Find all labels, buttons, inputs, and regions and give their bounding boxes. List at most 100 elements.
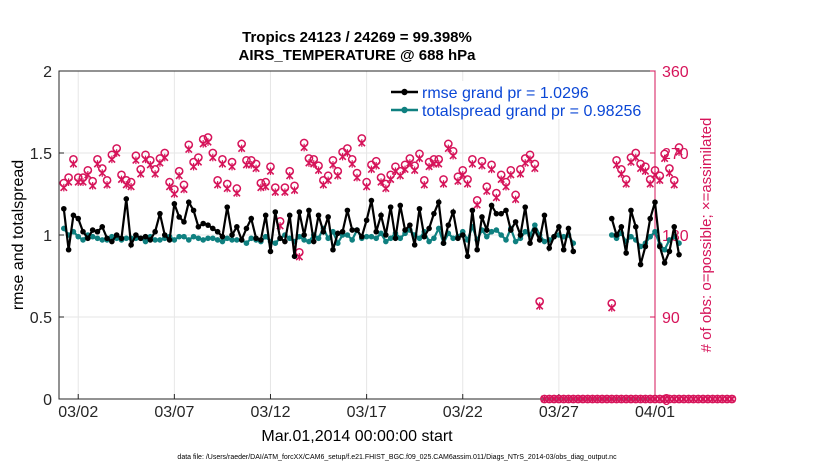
rmse-point	[85, 235, 91, 242]
obs-assimilated-point	[108, 155, 116, 164]
obs-assimilated-point	[266, 167, 275, 176]
rmse-point	[296, 209, 303, 215]
chart-title-line1: Tropics 24123 / 24269 = 99.398%	[242, 29, 472, 46]
rmse-point	[623, 250, 629, 256]
spread-point	[243, 240, 250, 246]
obs-assimilated-point	[103, 181, 111, 189]
rmse-point	[171, 201, 178, 207]
rmse-point	[123, 196, 130, 202]
obs-assimilated-point	[468, 160, 477, 168]
rmse-point	[190, 207, 197, 214]
rmse-point	[99, 224, 106, 230]
obs-assimilated-point	[132, 156, 140, 165]
obs-assimilated-point	[122, 181, 131, 189]
spread-point	[234, 237, 240, 243]
obs-assimilated-point	[151, 170, 159, 178]
spread-point	[325, 235, 331, 242]
spread-point	[315, 235, 322, 242]
obs-assimilated-point	[516, 170, 525, 178]
spread-point	[185, 237, 192, 243]
spread-point	[171, 237, 178, 243]
obs-assimilated-point	[487, 165, 496, 174]
spread-point	[512, 238, 519, 245]
rmse-point	[359, 233, 365, 240]
obs-assimilated-point	[641, 167, 650, 176]
rmse-point	[676, 251, 682, 258]
spread-point	[94, 235, 101, 242]
obs-assimilated-point	[497, 175, 505, 184]
spread-point	[349, 237, 355, 243]
rmse-point	[113, 232, 120, 238]
rmse-point	[147, 237, 154, 243]
spread-point	[416, 235, 423, 242]
rmse-point	[325, 214, 331, 220]
obs-assimilated-point	[632, 153, 640, 162]
rmse-point	[238, 237, 245, 243]
obs-assimilated-point	[290, 186, 299, 195]
x-axis-label: Mar.01,2014 00:00:00 start	[261, 428, 453, 445]
rmse-point	[142, 233, 149, 240]
rmse-point	[671, 224, 678, 230]
rmse-point	[560, 246, 567, 253]
rmse-point	[291, 253, 298, 260]
obs-assimilated-point	[295, 253, 304, 261]
legend-rmse-label: rmse grand pr = 1.0296	[422, 85, 589, 102]
obs-assimilated-point	[612, 161, 621, 169]
obs-assimilated-point	[324, 176, 332, 185]
y-right-tick-label: 360	[662, 64, 689, 81]
rmse-point	[339, 228, 346, 235]
obs-assimilated-point	[199, 140, 207, 148]
chart-title-line2: AIRS_TEMPERATURE @ 688 hPa	[239, 47, 477, 64]
rmse-point	[334, 230, 341, 237]
spread-point	[647, 233, 653, 240]
rmse-point	[493, 210, 500, 217]
obs-assimilated-point	[396, 171, 405, 180]
obs-assimilated-point	[367, 165, 376, 174]
spread-point	[152, 237, 158, 243]
obs-assimilated-point	[670, 181, 678, 189]
rmse-point	[282, 238, 288, 245]
rmse-point	[642, 243, 649, 250]
obs-assimilated-point	[343, 149, 352, 157]
spread-point	[503, 237, 509, 243]
obs-assimilated-point	[511, 195, 520, 204]
rmse-point	[565, 225, 572, 232]
obs-assimilated-point	[180, 185, 188, 194]
rmse-point	[349, 227, 355, 233]
spread-point	[272, 240, 279, 246]
obs-assimilated-point	[420, 181, 429, 189]
obs-assimilated-point	[372, 161, 380, 170]
obs-assimilated-point	[425, 162, 433, 171]
rmse-point	[219, 233, 226, 240]
rmse-point	[272, 209, 279, 215]
obs-assimilated-point	[165, 182, 174, 191]
obs-assimilated-point	[353, 173, 361, 182]
rmse-point	[431, 210, 437, 217]
rmse-point	[387, 204, 394, 210]
rmse-point	[416, 205, 423, 212]
spread-point	[262, 233, 269, 240]
obs-assimilated-point	[338, 152, 347, 161]
spread-point	[387, 235, 394, 242]
obs-assimilated-point	[406, 159, 414, 167]
obs-assimilated-point	[439, 180, 448, 188]
rmse-point	[205, 222, 211, 228]
obs-assimilated-point	[160, 153, 169, 162]
rmse-point	[421, 233, 428, 240]
rmse-point	[407, 222, 413, 228]
spread-point	[142, 238, 149, 245]
rmse-point	[301, 232, 307, 238]
rmse-point	[464, 253, 471, 260]
spread-point	[373, 235, 380, 242]
obs-assimilated-point	[458, 171, 467, 179]
spread-point	[200, 237, 206, 243]
rmse-point	[541, 212, 548, 219]
spread-point	[224, 235, 231, 242]
obs-assimilated-point	[314, 166, 323, 175]
rmse-point	[488, 202, 495, 209]
obs-assimilated-point	[358, 139, 366, 147]
obs-assimilated-point	[112, 149, 121, 157]
obs-assimilated-point	[185, 145, 193, 154]
obs-assimilated-point	[622, 180, 630, 188]
